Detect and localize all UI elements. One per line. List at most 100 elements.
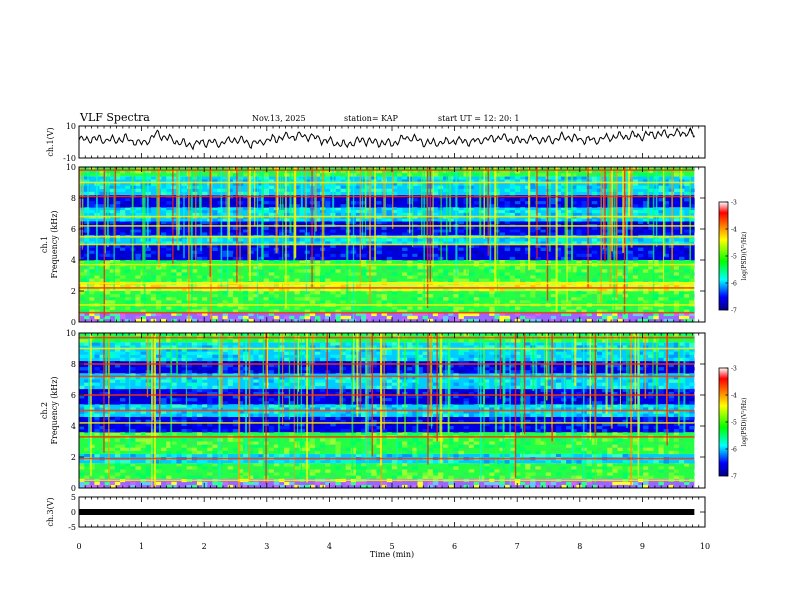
ch2-cell xyxy=(330,441,336,445)
ch1-cell xyxy=(499,170,505,174)
ch2-cell xyxy=(89,475,95,479)
ch1-cell xyxy=(161,260,167,264)
ch1-cell xyxy=(366,238,372,242)
ch1-cell xyxy=(591,167,598,171)
ch2-cell xyxy=(145,453,152,458)
ch1-cell xyxy=(632,204,639,208)
ch1-cell xyxy=(263,287,270,292)
ch2-cell xyxy=(99,426,105,430)
ch1-cell xyxy=(535,232,541,236)
ch1-cell xyxy=(632,250,639,255)
ch1-sferic-streak xyxy=(321,167,324,261)
ch1-cell xyxy=(89,278,95,282)
ch2-cell xyxy=(489,444,495,448)
ch1-cell xyxy=(530,275,536,279)
ch1-cell xyxy=(473,179,480,183)
ch2-cell xyxy=(478,453,485,458)
ch2-cell xyxy=(489,416,495,421)
ch1-cell xyxy=(689,244,695,248)
ch2-cell xyxy=(520,469,526,473)
ch1-cell xyxy=(366,221,372,225)
ch1-cell xyxy=(371,191,377,196)
ch1-cell xyxy=(227,244,234,248)
ch1-cell xyxy=(673,306,680,310)
ch1-cell xyxy=(386,188,393,193)
ch1-cell xyxy=(432,272,439,276)
ch1-cell xyxy=(166,185,172,189)
ch2-cell xyxy=(150,484,157,488)
ch1-cell xyxy=(550,309,557,313)
ch1-cell xyxy=(627,229,634,233)
ch2-cell xyxy=(232,447,239,452)
ch1-cell xyxy=(289,260,295,264)
ch1-cell xyxy=(263,185,270,189)
ch1-cell xyxy=(79,244,85,248)
ch2-cell xyxy=(366,416,372,421)
ch1-cell xyxy=(668,272,675,276)
ch1-cell xyxy=(478,253,485,258)
ch2-cell xyxy=(632,432,639,436)
ch1-cell xyxy=(576,306,582,310)
ch1-cell xyxy=(663,278,670,282)
ch1-cell xyxy=(340,297,346,301)
ch1-cell xyxy=(417,272,423,276)
ch1-sferic-streak xyxy=(489,167,492,274)
ch1-cell xyxy=(237,241,244,245)
ch1-cell xyxy=(591,291,598,295)
ch1-cell xyxy=(581,253,587,258)
ch2-cell xyxy=(643,438,649,442)
ch2-cell xyxy=(689,460,695,464)
ch2-cell xyxy=(499,475,505,479)
ch1-cell xyxy=(566,309,572,313)
ch2-cell xyxy=(150,475,157,479)
ch1-cell xyxy=(648,284,654,289)
ch2-cell xyxy=(325,447,331,452)
ch1-cell xyxy=(489,269,495,273)
ch1-cell xyxy=(473,207,480,211)
ch1-cell xyxy=(540,241,546,245)
ch1-cell xyxy=(407,256,413,261)
ch1-cell xyxy=(176,250,182,255)
ch2-cell xyxy=(89,453,95,458)
ch2-cell xyxy=(448,481,454,486)
ch1-cell xyxy=(191,176,198,180)
ch1-cell xyxy=(535,278,541,282)
ch2-cell xyxy=(202,472,208,476)
ch2-cell xyxy=(391,469,398,473)
ch1-cell xyxy=(232,170,239,174)
ch2-cell xyxy=(473,481,480,486)
ch1-cell xyxy=(632,272,639,276)
ch1-cell xyxy=(576,173,582,177)
ch2-cell xyxy=(591,484,598,488)
ch2-cell xyxy=(540,481,546,486)
ch1-cell xyxy=(658,232,664,236)
ch1-cell xyxy=(663,167,670,171)
ch2-cell xyxy=(237,469,244,473)
ch1-cell xyxy=(191,278,198,282)
ch2-cell xyxy=(273,472,280,476)
ch1-cell xyxy=(294,176,300,180)
ch2-cell xyxy=(586,416,593,421)
ch1-cell xyxy=(212,212,218,216)
ch1-cell xyxy=(299,315,305,320)
ch2-cell xyxy=(355,466,362,470)
ch1-cell xyxy=(340,173,346,177)
ch1-cell xyxy=(499,315,505,320)
ch2-cell xyxy=(258,447,264,452)
ch2-cell xyxy=(114,472,121,476)
ch2-cell xyxy=(643,422,649,427)
ch1-cell xyxy=(391,170,398,174)
ch1-sferic-streak xyxy=(564,167,567,268)
ch1-cell xyxy=(361,287,367,292)
ch2-cell xyxy=(340,447,346,452)
ch1-cell xyxy=(607,315,613,320)
ch1-cell xyxy=(402,300,408,304)
ch2-cell xyxy=(386,453,393,458)
ch2-cell xyxy=(586,469,593,473)
ch2-cell xyxy=(350,426,357,430)
ch1-cell xyxy=(520,297,526,301)
ch1-cell xyxy=(484,294,490,298)
ch1-cell xyxy=(396,300,403,304)
ch1-cell xyxy=(432,241,439,245)
ch2-cell xyxy=(535,441,541,445)
